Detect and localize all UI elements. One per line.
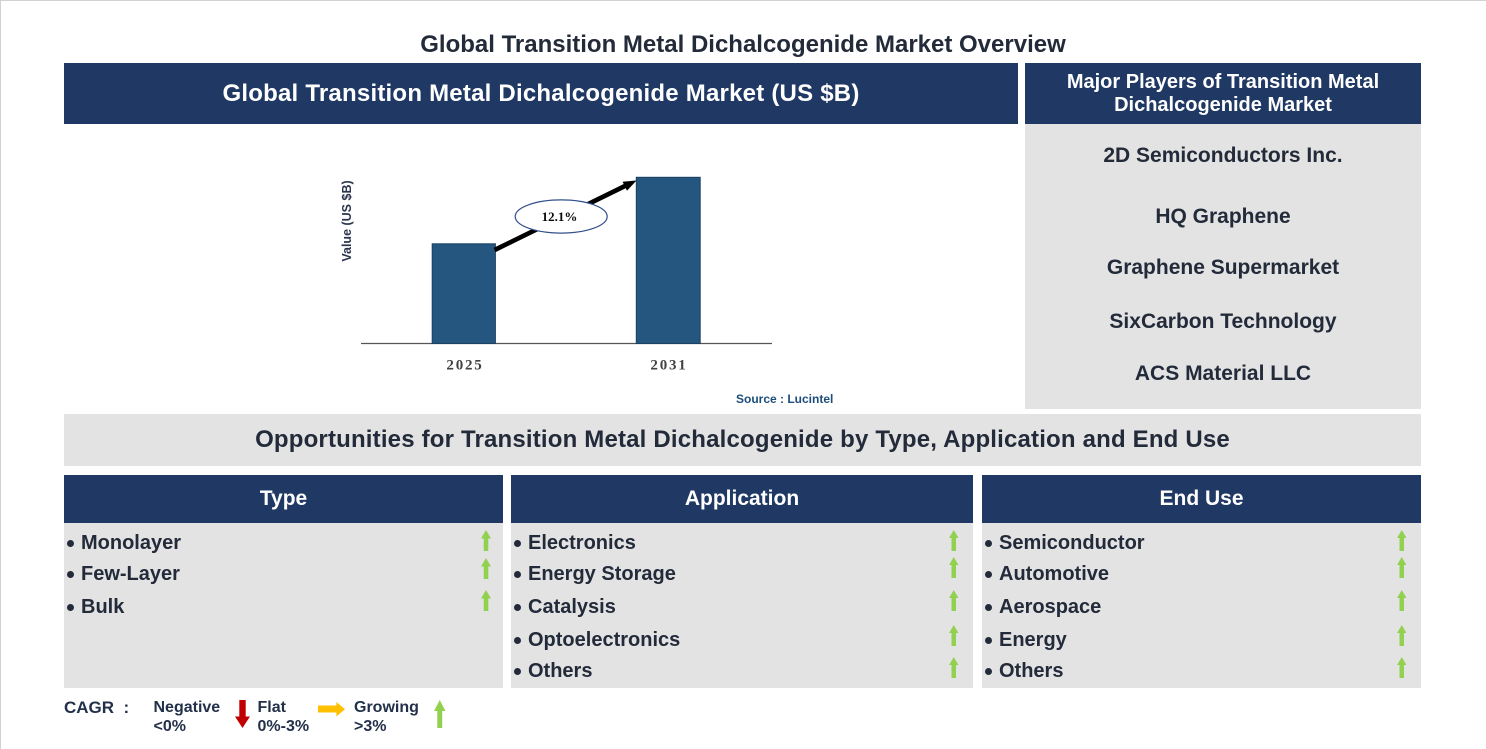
svg-text:2025: 2025	[446, 358, 483, 374]
svg-text:Value (US $B): Value (US $B)	[340, 180, 354, 261]
svg-text:2031: 2031	[650, 358, 687, 374]
svg-text:12.1%: 12.1%	[542, 209, 578, 224]
